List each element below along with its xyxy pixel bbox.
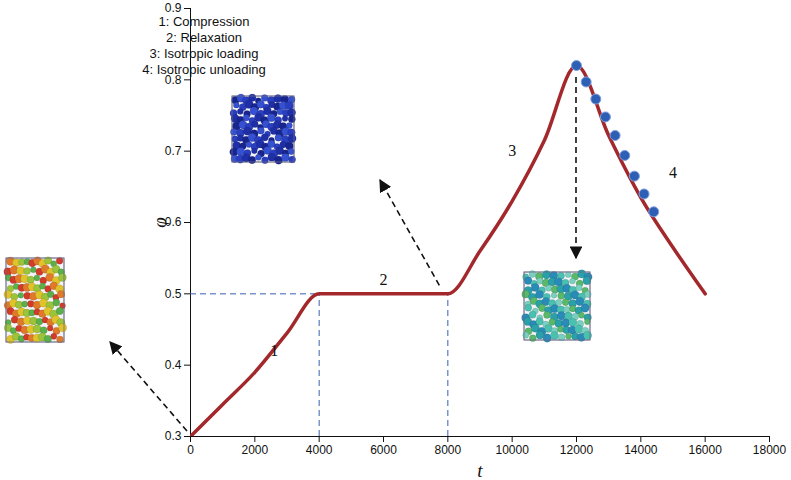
- svg-text:16000: 16000: [688, 443, 722, 457]
- svg-text:t: t: [477, 460, 483, 480]
- svg-text:14000: 14000: [624, 443, 658, 457]
- svg-text:18000: 18000: [753, 443, 787, 457]
- svg-text:3: Isotropic loading: 3: Isotropic loading: [149, 46, 258, 61]
- svg-text:0.3: 0.3: [165, 429, 182, 443]
- svg-text:0.5: 0.5: [165, 287, 182, 301]
- svg-text:3: 3: [508, 142, 516, 159]
- svg-text:4000: 4000: [306, 443, 333, 457]
- svg-text:0.6: 0.6: [164, 215, 182, 230]
- svg-text:2000: 2000: [241, 443, 268, 457]
- svg-text:12000: 12000: [560, 443, 594, 457]
- svg-text:2: 2: [380, 271, 388, 288]
- svg-text:4: 4: [669, 164, 677, 181]
- svg-text:1: Compression: 1: Compression: [158, 14, 249, 29]
- svg-text:φ: φ: [149, 217, 170, 228]
- svg-text:4: Isotropic unloading: 4: Isotropic unloading: [142, 62, 266, 77]
- svg-text:10000: 10000: [495, 443, 529, 457]
- svg-text:2: Relaxation: 2: Relaxation: [166, 30, 242, 45]
- svg-text:0.7: 0.7: [165, 144, 182, 158]
- svg-text:6000: 6000: [370, 443, 397, 457]
- svg-text:0: 0: [187, 443, 194, 457]
- svg-text:8000: 8000: [434, 443, 461, 457]
- svg-text:0.9: 0.9: [164, 1, 182, 16]
- svg-text:0.4: 0.4: [165, 358, 182, 372]
- svg-text:0.8: 0.8: [164, 72, 182, 87]
- svg-text:1: 1: [270, 342, 278, 359]
